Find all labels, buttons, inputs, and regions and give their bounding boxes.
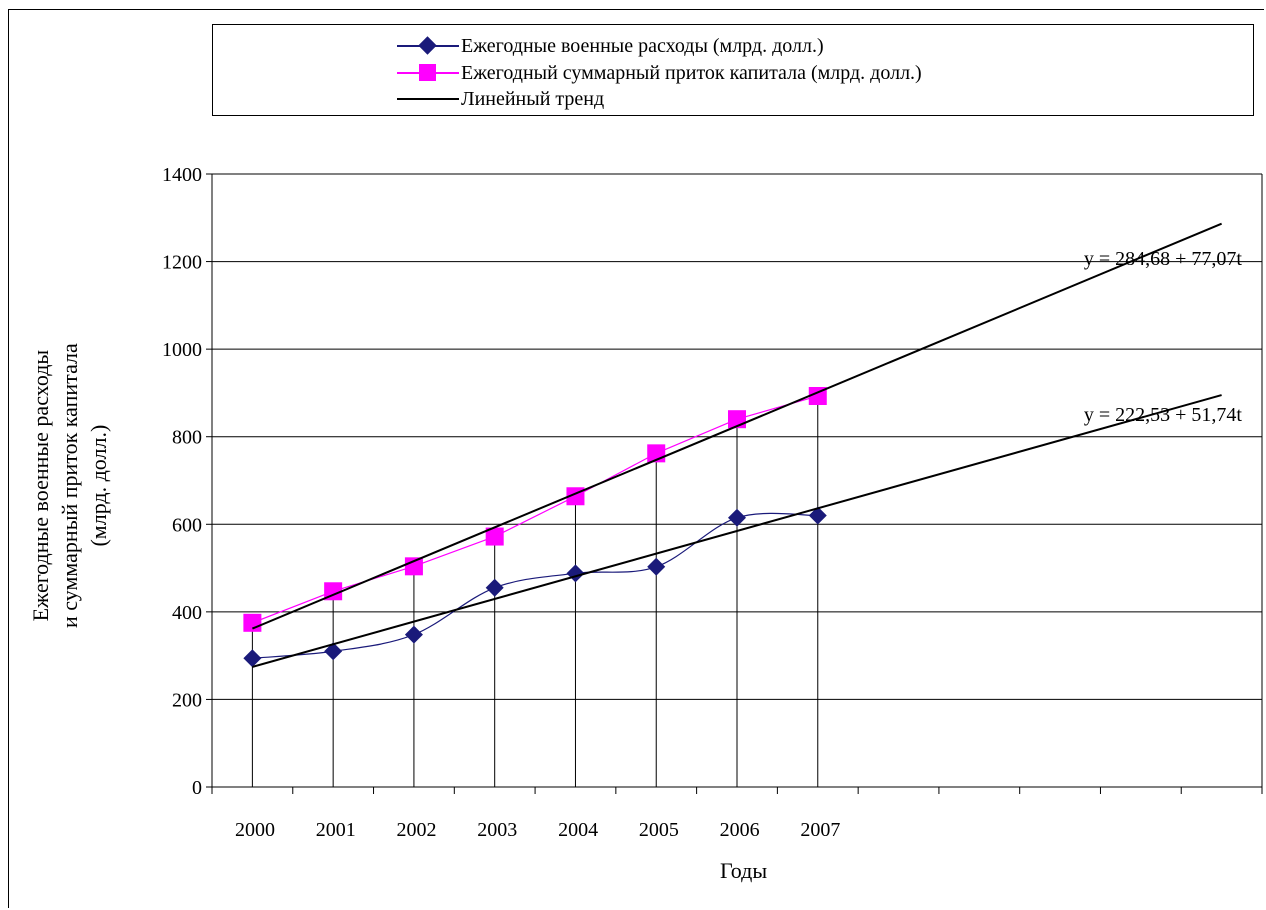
axes (206, 173, 1263, 794)
trend-line-2 (252, 394, 1222, 668)
data-point-capital (243, 613, 262, 632)
y-tick-label: 600 (172, 514, 202, 536)
trend-equation-2: y = 222,53 + 51,74t (1084, 404, 1243, 426)
x-tick-label: 2007 (800, 819, 840, 841)
y-tick-label: 1400 (162, 164, 202, 186)
legend-marker-line (397, 88, 459, 110)
trend-line-1 (251, 222, 1223, 630)
y-axis-title-line-2: и суммарный приток капитала (57, 342, 82, 628)
data-point-military (647, 557, 666, 576)
y-tick-label: 800 (172, 427, 202, 449)
trend-equation-1: y = 284,68 + 77,07t (1084, 248, 1243, 270)
label-layer: 0 200 400 600 800 1000 1200 1400 2000 2001 2002 200… (162, 164, 1242, 841)
series-line-2 (252, 395, 818, 624)
legend-label-trend: Линейный тренд (461, 87, 605, 110)
data-point-capital (404, 557, 423, 576)
y-tick-label: 200 (172, 689, 202, 711)
data-point-military (404, 625, 423, 644)
series-line-1 (252, 512, 818, 659)
legend-marker-diamond (397, 35, 459, 57)
y-tick-label: 0 (192, 777, 202, 799)
x-tick-label: 2000 (235, 819, 275, 841)
data-point-military (324, 642, 343, 661)
data-point-military (243, 649, 262, 668)
x-tick-label: 2002 (397, 819, 437, 841)
drop-lines (251, 395, 819, 787)
x-tick-label: 2001 (316, 819, 356, 841)
x-axis-title: Годы (720, 858, 768, 883)
x-tick-label: 2004 (558, 819, 598, 841)
y-tick-label: 400 (172, 602, 202, 624)
x-tick-label: 2005 (639, 819, 679, 841)
legend-marker-square (397, 62, 459, 84)
y-axis-title-line-1: Ежегодные военные расходы (28, 349, 53, 621)
y-axis-title-line-3: (млрд. долл.) (86, 424, 111, 547)
legend-item-trend: Линейный тренд (213, 88, 604, 110)
y-tick-label: 1000 (162, 339, 202, 361)
y-axis-title: Ежегодные военные расходы и суммарный пр… (26, 343, 113, 628)
chart-frame (8, 9, 1264, 908)
data-point-capital (485, 527, 504, 546)
legend-item-military: Ежегодные военные расходы (млрд. долл.) (213, 35, 824, 57)
data-point-military (728, 508, 746, 527)
data-point-military (808, 506, 827, 525)
legend-label-capital: Ежегодный суммарный приток капитала (млр… (461, 61, 922, 84)
trend-layer (251, 222, 1223, 668)
data-point-military (485, 578, 504, 597)
x-tick-label: 2003 (477, 819, 517, 841)
data-point-military (566, 564, 585, 583)
x-tick-label: 2006 (720, 819, 760, 841)
legend-item-capital: Ежегодный суммарный приток капитала (млр… (213, 62, 922, 84)
series-layer (243, 386, 827, 668)
legend: Ежегодные военные расходы (млрд. долл.) … (212, 24, 1254, 116)
legend-label-military: Ежегодные военные расходы (млрд. долл.) (461, 34, 824, 57)
y-tick-label: 1200 (162, 252, 202, 274)
